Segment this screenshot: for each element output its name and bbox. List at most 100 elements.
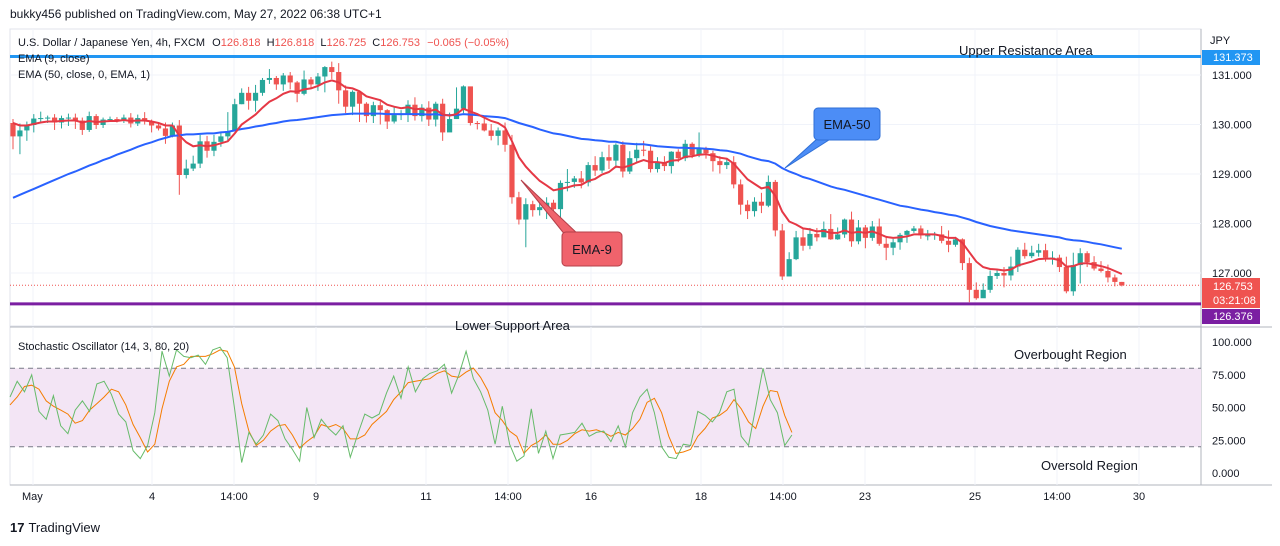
candle-body [765, 181, 771, 206]
legend-line-1: U.S. Dollar / Japanese Yen, 4h, FXCM O12… [18, 37, 509, 49]
candle-body [405, 104, 411, 115]
legend-ema9[interactable]: EMA (9, close) [18, 53, 90, 65]
candle-body [897, 234, 903, 243]
publisher-header: bukky456 published on TradingView.com, M… [10, 7, 382, 21]
candle-body [848, 219, 855, 242]
price-tick-label: 131.000 [1212, 70, 1252, 82]
candle-body [807, 233, 813, 246]
candle-body [440, 103, 446, 133]
candle-body [79, 120, 85, 130]
candle [1015, 247, 1021, 273]
time-axis-ticks[interactable]: May 4 14:00 9 11 14:00 16 18 14:00 23 25 14:00 30 [22, 491, 1145, 503]
candle [814, 227, 820, 242]
price-axis-ticks[interactable]: 131.000 130.000 129.000 128.000 127.000 [1212, 70, 1252, 280]
candle-body [800, 237, 806, 246]
candle [821, 221, 827, 238]
candle [530, 200, 536, 217]
ema9-callout-text: EMA-9 [572, 242, 612, 257]
candle-body [751, 201, 758, 212]
candle-body [488, 130, 494, 136]
candle-body [252, 92, 259, 101]
candle [481, 117, 487, 132]
candle [1022, 242, 1028, 259]
time-tick-label: 25 [969, 491, 981, 503]
candle [308, 76, 314, 88]
candle-body [952, 239, 959, 245]
candle-body [17, 130, 23, 137]
candle [252, 84, 259, 112]
candle [751, 197, 758, 217]
last-price-text: 126.753 [1213, 281, 1253, 293]
stoch-d-line[interactable] [9, 349, 793, 455]
candle [197, 134, 203, 169]
candle [1070, 252, 1076, 296]
ema50-callout[interactable]: EMA-50 [784, 107, 881, 169]
candle [994, 269, 1000, 279]
candle-body [246, 92, 252, 101]
candle-body [502, 130, 508, 145]
candle-body [294, 82, 300, 94]
candle-body [86, 116, 92, 130]
candle [266, 69, 273, 84]
candle [807, 227, 813, 250]
candle [523, 198, 529, 248]
candle [738, 179, 744, 215]
candle-body [1105, 271, 1111, 278]
candle-body [1042, 250, 1049, 258]
candle [370, 101, 376, 124]
candle-body [474, 123, 480, 125]
candle-body [377, 105, 383, 111]
candle [779, 223, 785, 280]
candle-body [308, 79, 314, 85]
candle-body [994, 273, 1000, 276]
lower-support-label: Lower Support Area [455, 318, 571, 333]
ema50-line[interactable] [12, 112, 1122, 250]
tradingview-footer[interactable]: 17 TradingView [10, 520, 100, 535]
legend-ema50[interactable]: EMA (50, close, 0, EMA, 1) [18, 69, 150, 81]
candle [828, 214, 834, 240]
candle-body [121, 117, 127, 121]
tradingview-brand: TradingView [28, 520, 101, 535]
candle [516, 191, 522, 225]
candle [225, 112, 231, 141]
candle [765, 175, 771, 208]
candle-body [384, 110, 390, 122]
candle-body [446, 119, 453, 133]
candle-body [523, 204, 529, 220]
candle-body [31, 118, 37, 125]
candle [606, 144, 612, 170]
time-tick-label: 16 [585, 491, 597, 503]
candle-body [793, 237, 799, 260]
candle-body [592, 165, 598, 171]
time-tick-label: 18 [695, 491, 707, 503]
stoch-title[interactable]: Stochastic Oscillator (14, 3, 80, 20) [18, 341, 189, 353]
countdown-text: 03:21:08 [1213, 295, 1256, 307]
ema9-callout[interactable]: EMA-9 [520, 179, 623, 267]
candle [488, 124, 494, 141]
candle-body [966, 263, 972, 290]
candle-body [24, 124, 30, 131]
candle [710, 150, 716, 172]
candle [613, 143, 619, 169]
candle-body [696, 148, 702, 156]
candle-body [225, 131, 231, 137]
ema9-line[interactable] [12, 79, 1123, 275]
stoch-band [10, 368, 1201, 447]
candle [918, 225, 924, 239]
candle [876, 218, 882, 246]
stoch-k-line[interactable] [9, 346, 793, 463]
time-tick-label: 23 [859, 491, 871, 503]
stoch-axis-ticks[interactable]: 100.000 75.000 50.000 25.000 0.000 [1212, 337, 1252, 480]
candle [1029, 245, 1035, 259]
candle-body [65, 117, 72, 119]
candle [731, 156, 737, 189]
candle-body [564, 181, 570, 183]
candle-body [904, 230, 910, 235]
candle [121, 114, 127, 124]
candle-body [634, 149, 640, 159]
candle [419, 104, 425, 122]
time-tick-label: 14:00 [769, 491, 797, 503]
candle [987, 270, 993, 293]
candle [322, 66, 328, 93]
